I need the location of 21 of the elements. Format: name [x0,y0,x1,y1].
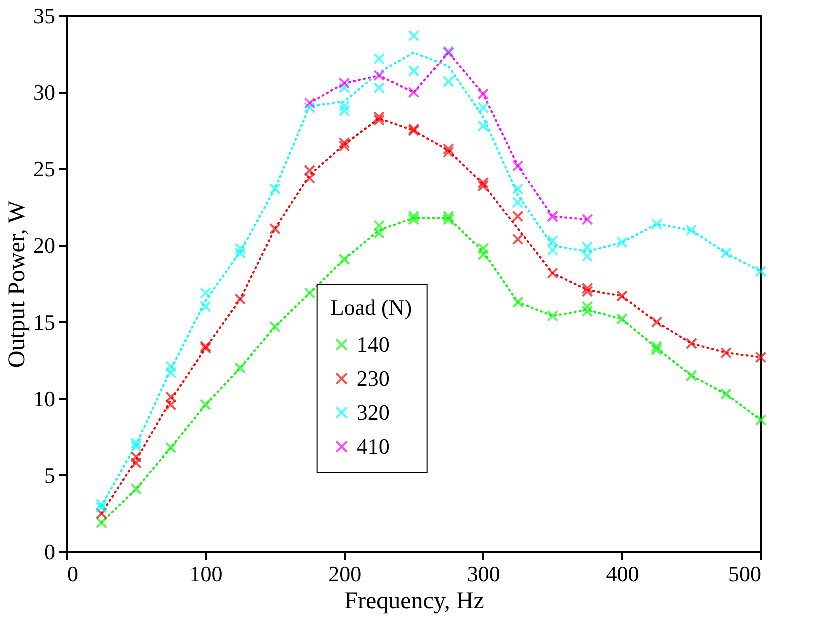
y-tick-label: 15 [34,310,56,335]
legend-title: Load (N) [330,295,412,320]
x-tick-label: 500 [728,562,762,586]
y-tick-label: 25 [34,156,56,182]
y-tick-label: 0 [44,540,56,564]
legend-label: 230 [356,366,390,391]
y-tick-label: 10 [34,386,56,412]
x-tick-label: 200 [328,562,362,586]
x-tick-label: 0 [68,562,78,586]
x-axis-title: Frequency, Hz [344,588,484,614]
legend-label: 320 [356,400,390,425]
y-tick-label: 5 [44,462,56,488]
legend-label: 140 [356,332,390,357]
y-axis-title: Output Power, W [4,200,30,368]
x-tick-label: 400 [606,562,640,586]
y-tick-label: 20 [34,233,56,258]
legend-label: 410 [356,434,390,459]
x-tick-label: 300 [467,562,500,586]
x-tick-label: 100 [190,562,223,586]
y-tick-label: 35 [34,4,56,28]
y-tick-label: 30 [34,80,56,106]
